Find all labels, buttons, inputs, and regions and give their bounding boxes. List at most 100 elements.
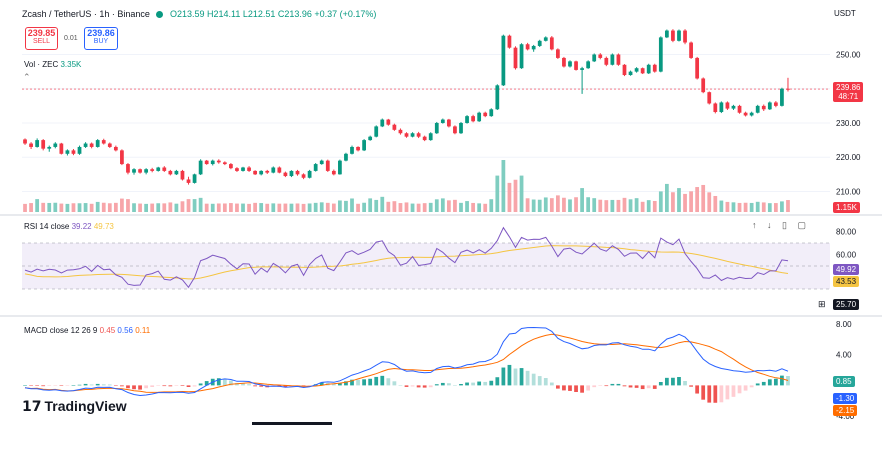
candle-body: [634, 68, 639, 72]
candle-body: [338, 160, 342, 175]
candle-body: [174, 170, 179, 175]
add-icon[interactable]: ⊞: [818, 299, 826, 309]
macd-histogram-bar: [549, 382, 554, 386]
sell-button[interactable]: 239.85 SELL: [25, 27, 58, 50]
macd-histogram-bar: [556, 385, 560, 389]
candle-body: [398, 129, 403, 134]
tradingview-logo-text: TradingView: [44, 398, 127, 414]
rsi-legend: RSI 14 close 39.22 49.73: [24, 222, 114, 231]
volume-bar: [574, 197, 578, 212]
volume-bar: [198, 197, 203, 212]
volume-bar: [356, 203, 360, 212]
move-up-icon[interactable]: ↑: [752, 220, 757, 230]
buy-button[interactable]: 239.86 BUY: [84, 27, 118, 50]
macd-histogram-bar: [95, 383, 100, 386]
candle-body: [113, 146, 118, 151]
candle-body: [23, 139, 27, 144]
currency-label[interactable]: USDT: [834, 9, 856, 18]
volume-bar: [677, 188, 681, 212]
volume-bar: [241, 203, 245, 212]
candle-body: [731, 105, 736, 109]
volume-bar: [531, 199, 536, 212]
candle-body: [241, 167, 245, 171]
macd-histogram-bar: [77, 384, 82, 386]
volume-bar: [210, 203, 215, 212]
macd-histogram-bar: [35, 385, 40, 386]
last-price: 239.86: [836, 83, 861, 92]
volume-bar: [501, 160, 506, 212]
volume-bar: [325, 202, 330, 212]
volume-bar: [253, 202, 257, 212]
volume-bar: [592, 198, 597, 212]
volume-bar: [235, 203, 239, 212]
candle-body: [301, 174, 306, 178]
volume-bar: [313, 202, 318, 212]
macd-histogram-bar: [537, 376, 542, 386]
candle-body: [780, 88, 784, 106]
collapse-legend-icon[interactable]: ⌃: [23, 72, 31, 82]
candle-body: [761, 105, 766, 110]
candle-body: [410, 133, 415, 137]
volume-bar: [556, 195, 560, 212]
macd-histogram-bar: [113, 385, 118, 386]
volume-bar: [222, 203, 227, 212]
macd-histogram-bar: [126, 385, 130, 389]
tradingview-logo-icon: 17: [22, 399, 42, 415]
volume-bar: [144, 203, 149, 212]
volume-bar: [671, 192, 675, 212]
volume-bar: [755, 201, 760, 212]
macd-histogram-bar: [689, 385, 693, 387]
macd-histogram-bar: [368, 378, 373, 386]
volume-bar: [404, 202, 409, 212]
candle-body: [392, 124, 397, 130]
volume-bar: [35, 199, 40, 212]
candle-body: [289, 170, 294, 177]
tradingview-logo[interactable]: 17 TradingView: [22, 398, 127, 415]
macd-histogram-bar: [695, 385, 700, 394]
candle-body: [640, 68, 645, 74]
candle-body: [562, 57, 566, 67]
macd-histogram-bar: [198, 383, 203, 386]
volume-bar: [386, 201, 391, 212]
volume-bar: [180, 201, 185, 212]
candle-body: [447, 119, 451, 127]
candle-body: [192, 174, 197, 183]
volume-bar: [301, 203, 306, 212]
macd-histogram-bar: [156, 385, 161, 386]
macd-histogram-bar: [168, 385, 173, 387]
candle-body: [495, 85, 500, 110]
candle-body: [749, 112, 754, 116]
maximize-icon[interactable]: ▢: [797, 220, 807, 230]
volume-bar: [265, 203, 270, 212]
macd-histogram-bar: [107, 384, 112, 386]
move-down-icon[interactable]: ↓: [767, 220, 772, 230]
candle-body: [150, 169, 155, 171]
time-scroll-bar: [252, 422, 332, 425]
macd-histogram-bar: [664, 377, 669, 386]
volume-bar: [271, 203, 276, 212]
rsi-ma-tag: 43.53: [833, 276, 860, 287]
candle-body: [47, 146, 52, 149]
delete-icon[interactable]: ▯: [782, 220, 787, 230]
chart-header: Zcash / TetherUS · 1h · Binance O213.59 …: [22, 9, 376, 19]
candle-body: [295, 170, 300, 175]
macd-histogram-bar: [477, 381, 482, 386]
candle-body: [162, 167, 167, 171]
rsi-legend-label: RSI 14 close: [24, 222, 70, 231]
volume-bar: [416, 203, 421, 212]
macd-histogram-bar: [132, 385, 136, 390]
candle-body: [331, 170, 336, 175]
macd-histogram-bar: [761, 381, 766, 386]
macd-histogram-bar: [319, 382, 324, 386]
macd-histogram-bar: [392, 381, 397, 386]
candle-body: [646, 64, 651, 74]
candle-body: [658, 37, 663, 72]
volume-bar: [640, 201, 645, 212]
candle-body: [53, 143, 58, 147]
rsi-legend-value: 39.22: [71, 222, 92, 231]
candle-body: [404, 133, 409, 137]
volume-bar: [71, 203, 76, 212]
candle-body: [622, 64, 627, 76]
